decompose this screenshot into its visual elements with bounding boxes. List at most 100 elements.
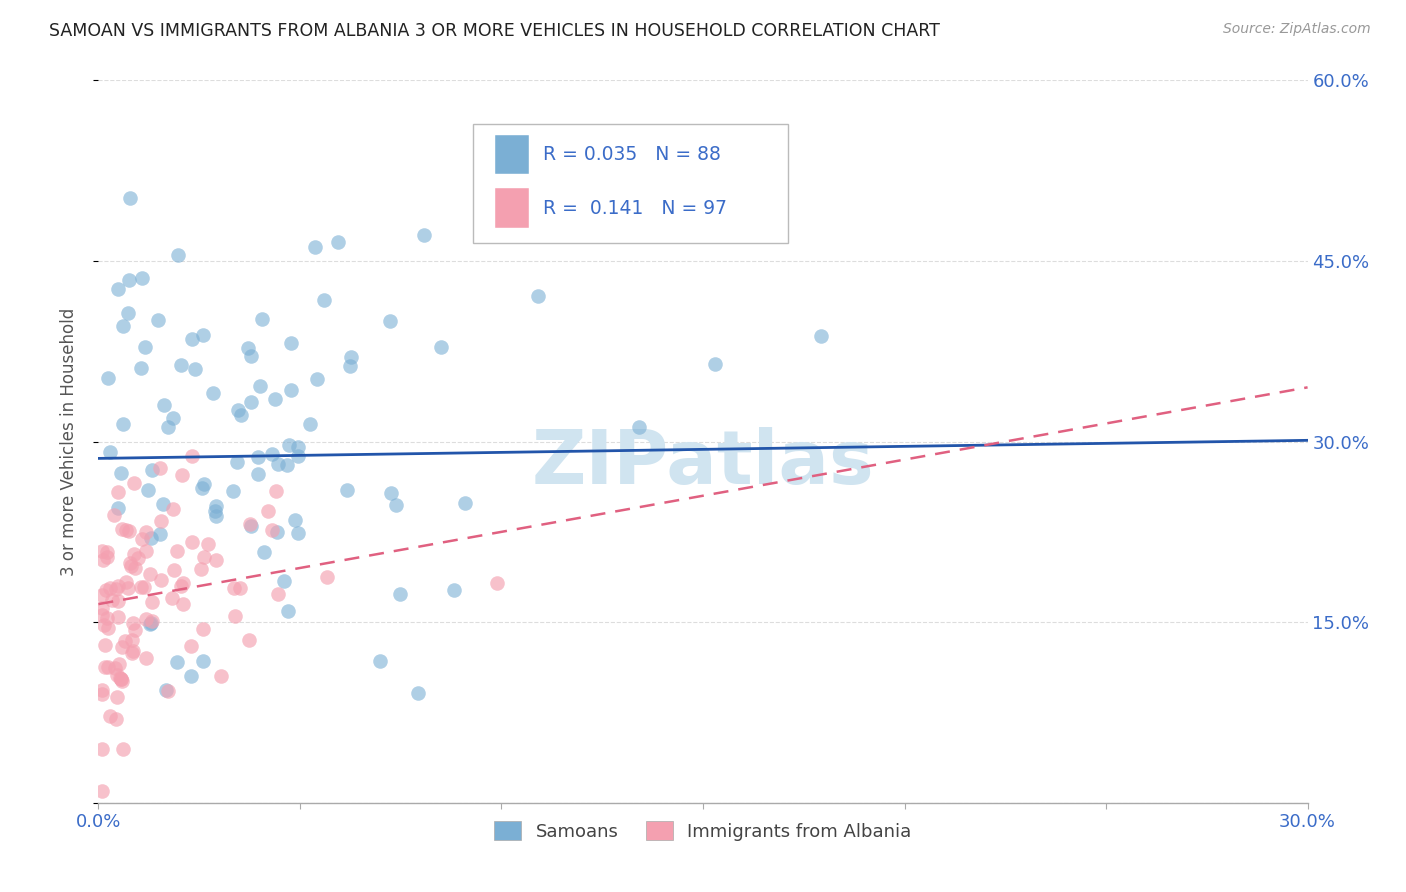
Point xyxy=(124,623,146,637)
Point xyxy=(170,468,193,483)
Point xyxy=(94,660,117,674)
Point xyxy=(278,438,301,452)
Point xyxy=(287,449,309,463)
Point xyxy=(134,544,156,558)
Point xyxy=(284,512,307,526)
Point xyxy=(122,616,145,631)
Point xyxy=(122,547,145,561)
Point xyxy=(166,248,188,262)
Point xyxy=(105,667,128,681)
Point xyxy=(191,654,214,668)
Point xyxy=(162,502,184,516)
Point xyxy=(205,553,228,567)
Point xyxy=(107,282,129,296)
Point xyxy=(91,784,114,798)
Point xyxy=(129,361,152,376)
Point xyxy=(115,574,138,589)
Point xyxy=(91,553,114,567)
Point xyxy=(114,634,136,648)
Point xyxy=(98,581,121,595)
Point xyxy=(134,340,156,354)
Point xyxy=(131,532,153,546)
Point xyxy=(266,484,288,499)
Text: R = 0.035   N = 88: R = 0.035 N = 88 xyxy=(543,145,721,164)
Point xyxy=(118,556,141,570)
Point xyxy=(107,484,129,499)
Point xyxy=(184,361,207,376)
Point xyxy=(96,545,118,559)
Point xyxy=(201,385,224,400)
Point xyxy=(380,486,402,500)
Point xyxy=(368,654,391,668)
Point xyxy=(191,481,214,495)
Point xyxy=(191,622,214,636)
Point xyxy=(120,559,142,574)
Point xyxy=(257,504,280,518)
Point xyxy=(94,638,117,652)
Point xyxy=(105,690,128,704)
Point xyxy=(277,604,299,618)
Point xyxy=(385,498,408,512)
Point xyxy=(236,341,259,355)
Point xyxy=(156,420,179,434)
Text: SAMOAN VS IMMIGRANTS FROM ALBANIA 3 OR MORE VEHICLES IN HOUSEHOLD CORRELATION CH: SAMOAN VS IMMIGRANTS FROM ALBANIA 3 OR M… xyxy=(49,22,941,40)
Point xyxy=(380,314,402,328)
Point xyxy=(267,587,290,601)
Point xyxy=(260,447,283,461)
Point xyxy=(114,523,136,537)
Point xyxy=(193,477,215,491)
Point xyxy=(105,712,128,726)
Point xyxy=(105,582,128,596)
Point xyxy=(97,621,120,635)
Point xyxy=(155,683,177,698)
Text: ZIPatlas: ZIPatlas xyxy=(531,426,875,500)
Point xyxy=(139,615,162,630)
Point xyxy=(413,227,436,242)
Point xyxy=(340,350,363,364)
Point xyxy=(91,682,114,697)
Point xyxy=(141,614,163,628)
Point xyxy=(627,420,650,434)
Point xyxy=(229,581,252,595)
Point xyxy=(389,586,412,600)
Point xyxy=(172,597,194,611)
Point xyxy=(91,742,114,756)
Point xyxy=(118,524,141,539)
Point xyxy=(141,531,163,545)
Point xyxy=(273,574,295,589)
Point xyxy=(117,581,139,595)
Point xyxy=(204,509,226,524)
Point xyxy=(326,235,349,249)
Point xyxy=(810,329,832,343)
Point xyxy=(118,273,141,287)
Point xyxy=(129,580,152,594)
Point xyxy=(430,340,453,354)
Point xyxy=(239,395,262,409)
Point xyxy=(247,450,270,464)
Point xyxy=(148,312,170,326)
Point xyxy=(121,643,143,657)
Point xyxy=(91,607,114,622)
Point xyxy=(163,563,186,577)
Point xyxy=(149,527,172,541)
Point xyxy=(100,445,122,459)
Point xyxy=(180,669,202,683)
Point xyxy=(108,672,131,686)
Point xyxy=(181,535,204,549)
Point xyxy=(101,593,124,607)
Point xyxy=(141,463,163,477)
Point xyxy=(149,573,172,587)
Point xyxy=(224,609,246,624)
Point xyxy=(226,455,249,469)
Point xyxy=(239,519,262,533)
Point xyxy=(110,466,132,480)
Point xyxy=(193,328,215,343)
Point xyxy=(97,371,120,385)
Point xyxy=(139,616,162,631)
Point xyxy=(180,450,202,464)
Point xyxy=(93,617,115,632)
Point xyxy=(280,383,302,397)
Point xyxy=(266,524,288,539)
Point xyxy=(108,657,131,672)
Point xyxy=(486,575,509,590)
